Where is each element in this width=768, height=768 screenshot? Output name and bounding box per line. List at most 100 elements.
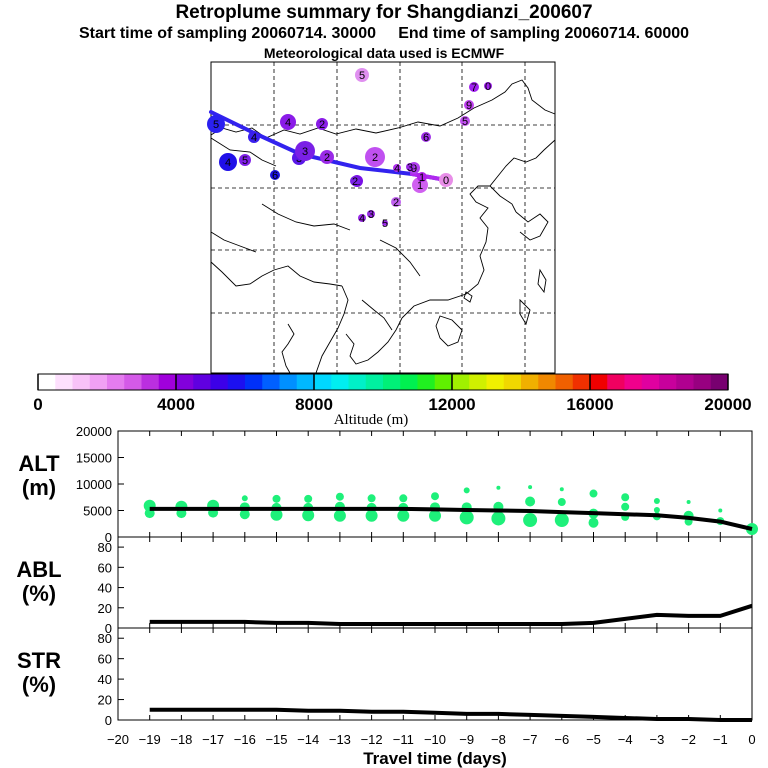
alt-scatter-point bbox=[302, 509, 314, 521]
alt-scatter-point bbox=[654, 498, 660, 504]
retroplume-figure: 012345 57096542223245694132435 040008000… bbox=[0, 0, 768, 768]
colorbar-swatch bbox=[590, 374, 608, 390]
colorbar-swatch bbox=[38, 374, 56, 390]
alt-scatter-point bbox=[555, 513, 569, 527]
trajectory-marker-label: 5 bbox=[213, 119, 219, 131]
y-axis-label-line: (m) bbox=[22, 475, 56, 500]
alt-scatter-point bbox=[460, 510, 474, 524]
alt-scatter-point bbox=[304, 495, 312, 503]
y-tick-label: 80 bbox=[98, 540, 112, 555]
alt-scatter-point bbox=[429, 510, 441, 522]
x-tick-label: −13 bbox=[329, 732, 351, 747]
y-tick-label: 60 bbox=[98, 652, 112, 667]
colorbar-swatch bbox=[573, 374, 591, 390]
x-tick-label: −16 bbox=[234, 732, 256, 747]
cluster-marker-label: 6 bbox=[423, 132, 429, 144]
alt-scatter-point bbox=[334, 510, 346, 522]
alt-scatter-point bbox=[242, 495, 248, 501]
colorbar-swatch bbox=[193, 374, 211, 390]
colorbar-swatch bbox=[297, 374, 315, 390]
alt-scatter-point bbox=[621, 493, 629, 501]
y-tick-label: 0 bbox=[105, 713, 112, 728]
y-axis-label: ALT (m) bbox=[18, 451, 60, 500]
colorbar-swatch bbox=[607, 374, 625, 390]
cluster-marker-label: 1 bbox=[419, 172, 425, 184]
alt-scatter-point bbox=[560, 487, 564, 491]
cluster-marker-label: 0 bbox=[485, 81, 491, 93]
colorbar-swatch bbox=[280, 374, 298, 390]
cluster-marker-label: 9 bbox=[466, 100, 472, 112]
y-axis-label-line: (%) bbox=[22, 581, 56, 606]
cluster-marker-label: 2 bbox=[319, 119, 325, 131]
y-tick-label: 10000 bbox=[76, 477, 112, 492]
colorbar-swatch bbox=[694, 374, 712, 390]
alt-scatter-point bbox=[491, 511, 505, 525]
alt-scatter-point bbox=[590, 490, 598, 498]
x-tick-label: −11 bbox=[393, 732, 414, 747]
cluster-marker-label: 4 bbox=[225, 157, 231, 169]
alt-scatter-point bbox=[528, 485, 532, 489]
colorbar-swatch bbox=[211, 374, 229, 390]
colorbar-tick-label: 20000 bbox=[704, 395, 751, 414]
x-tick-label: −2 bbox=[681, 732, 696, 747]
colorbar-tick-label: 0 bbox=[33, 395, 42, 414]
colorbar-swatch bbox=[642, 374, 660, 390]
colorbar-tick-label: 8000 bbox=[295, 395, 333, 414]
cluster-marker-label: 4 bbox=[359, 213, 365, 225]
x-tick-label: −18 bbox=[170, 732, 192, 747]
colorbar-tick-label: 16000 bbox=[566, 395, 613, 414]
x-tick-label: −14 bbox=[297, 732, 319, 747]
x-tick-label: −15 bbox=[265, 732, 287, 747]
panel-str: 020406080STR (%)−20 −19 −18 −17 −16 −15 −14 −13−… bbox=[17, 628, 756, 768]
alt-median-line bbox=[150, 509, 752, 529]
cluster-marker-label: 4 bbox=[394, 163, 400, 175]
y-tick-label: 40 bbox=[98, 672, 112, 687]
colorbar-swatch bbox=[90, 374, 108, 390]
colorbar-swatch bbox=[107, 374, 125, 390]
trajectory-marker-label: 0 bbox=[443, 175, 449, 187]
cluster-marker-label: 5 bbox=[462, 116, 468, 128]
panel-abl: 0 20 40 60 80 ABL (%) bbox=[16, 537, 752, 636]
colorbar-swatch bbox=[142, 374, 160, 390]
colorbar-swatch bbox=[383, 374, 401, 390]
alt-scatter-point bbox=[718, 509, 722, 513]
str-series-line bbox=[150, 710, 752, 720]
alt-scatter-point bbox=[496, 486, 500, 490]
x-tick-label: 0 bbox=[748, 732, 755, 747]
cluster-marker-label: 7 bbox=[471, 82, 477, 94]
map-panel: 012345 57096542223245694132435 bbox=[207, 62, 555, 373]
colorbar-swatch bbox=[469, 374, 487, 390]
cluster-marker-label: 4 bbox=[285, 117, 291, 129]
alt-scatter-point bbox=[464, 487, 470, 493]
y-tick-label: 20 bbox=[98, 601, 112, 616]
colorbar-swatch bbox=[314, 374, 332, 390]
alt-scatter-point bbox=[366, 510, 378, 522]
alt-scatter-point bbox=[558, 498, 566, 506]
x-axis-label: Travel time (days) bbox=[363, 749, 507, 768]
cluster-marker-label: 2 bbox=[393, 197, 399, 209]
colorbar-swatch bbox=[73, 374, 91, 390]
y-tick-label: 15000 bbox=[76, 451, 112, 466]
cluster-marker-label: 2 bbox=[324, 152, 330, 164]
y-axis-label-line: ABL bbox=[16, 557, 61, 582]
x-tick-label: −4 bbox=[618, 732, 633, 747]
colorbar-swatch bbox=[176, 374, 194, 390]
cluster-marker-label: 2 bbox=[352, 176, 358, 188]
y-axis-label-line: (%) bbox=[22, 672, 56, 697]
colorbar-swatch bbox=[504, 374, 522, 390]
y-axis-label-line: STR bbox=[17, 648, 61, 673]
cluster-marker-label: 5 bbox=[382, 218, 388, 230]
colorbar: 0 4000 8000 12000 16000 20000Altitude (m) bbox=[33, 374, 751, 428]
cluster-marker-label: 5 bbox=[359, 70, 365, 82]
x-tick-label: −6 bbox=[554, 732, 569, 747]
x-tick-label: −10 bbox=[424, 732, 446, 747]
colorbar-swatch bbox=[331, 374, 349, 390]
y-tick-label: 40 bbox=[98, 581, 112, 596]
colorbar-swatch bbox=[366, 374, 384, 390]
colorbar-swatch bbox=[349, 374, 367, 390]
colorbar-swatch bbox=[711, 374, 729, 390]
alt-scatter-point bbox=[397, 510, 409, 522]
colorbar-swatch bbox=[124, 374, 142, 390]
y-axis-label: STR (%) bbox=[17, 648, 61, 697]
panel-alt: 0 5000 10000 15000 20000 ALT (m) bbox=[18, 424, 758, 545]
